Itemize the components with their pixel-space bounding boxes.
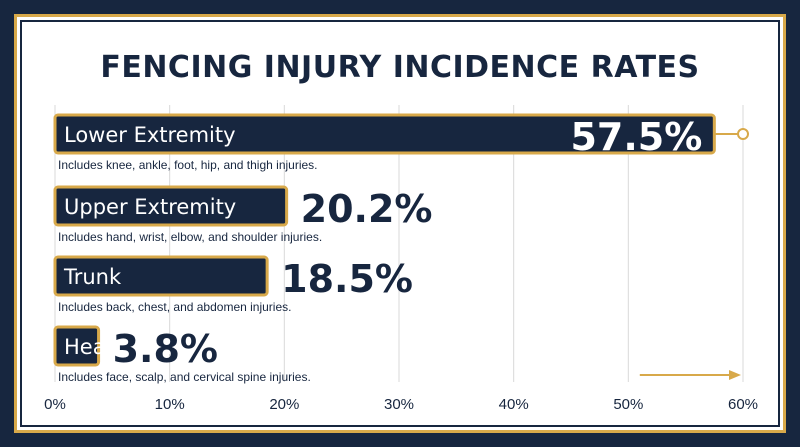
bar-description: Includes face, scalp, and cervical spine… xyxy=(58,370,311,384)
x-axis-arrow xyxy=(639,370,741,380)
bar-description: Includes back, chest, and abdomen injuri… xyxy=(58,300,291,314)
x-tick-label: 30% xyxy=(384,396,414,413)
chart-title: FENCING INJURY INCIDENCE RATES xyxy=(100,50,699,85)
bar-row: Lower Extremity 57.5% Includes knee, ankle… xyxy=(53,113,716,172)
x-tick-label: 0% xyxy=(44,396,66,413)
value-label: 57.5% xyxy=(570,115,702,159)
value-label: 20.2% xyxy=(301,187,433,231)
bar xyxy=(53,185,289,227)
bar-description: Includes knee, ankle, foot, hip, and thi… xyxy=(58,158,318,172)
arrow-head-icon xyxy=(729,370,741,380)
category-label: Lower Extremity xyxy=(64,123,236,147)
x-tick-label: 20% xyxy=(269,396,299,413)
x-tick-label: 60% xyxy=(728,396,758,413)
x-axis-ticks: 0% 10% 20% 30% 40% 50% 60% xyxy=(44,396,758,413)
category-label: Trunk xyxy=(63,265,122,289)
max-marker xyxy=(737,128,749,140)
x-tick-label: 50% xyxy=(613,396,643,413)
bar-row: Upper Extremity 20.2%Includes hand, wrist… xyxy=(53,185,433,244)
value-label: 18.5% xyxy=(281,257,413,301)
value-label: 3.8% xyxy=(113,327,218,371)
bar xyxy=(53,325,101,367)
bars-group: Lower Extremity 57.5% Includes knee, ankle… xyxy=(53,113,749,384)
x-tick-label: 40% xyxy=(499,396,529,413)
bar xyxy=(53,255,269,297)
category-label: Upper Extremity xyxy=(64,195,236,219)
x-tick-label: 10% xyxy=(155,396,185,413)
bar-description: Includes hand, wrist, elbow, and shoulde… xyxy=(58,230,322,244)
category-label: Head/Neck xyxy=(64,335,179,359)
bar-row: Trunk 18.5%Includes back, chest, and abdo… xyxy=(53,255,413,314)
